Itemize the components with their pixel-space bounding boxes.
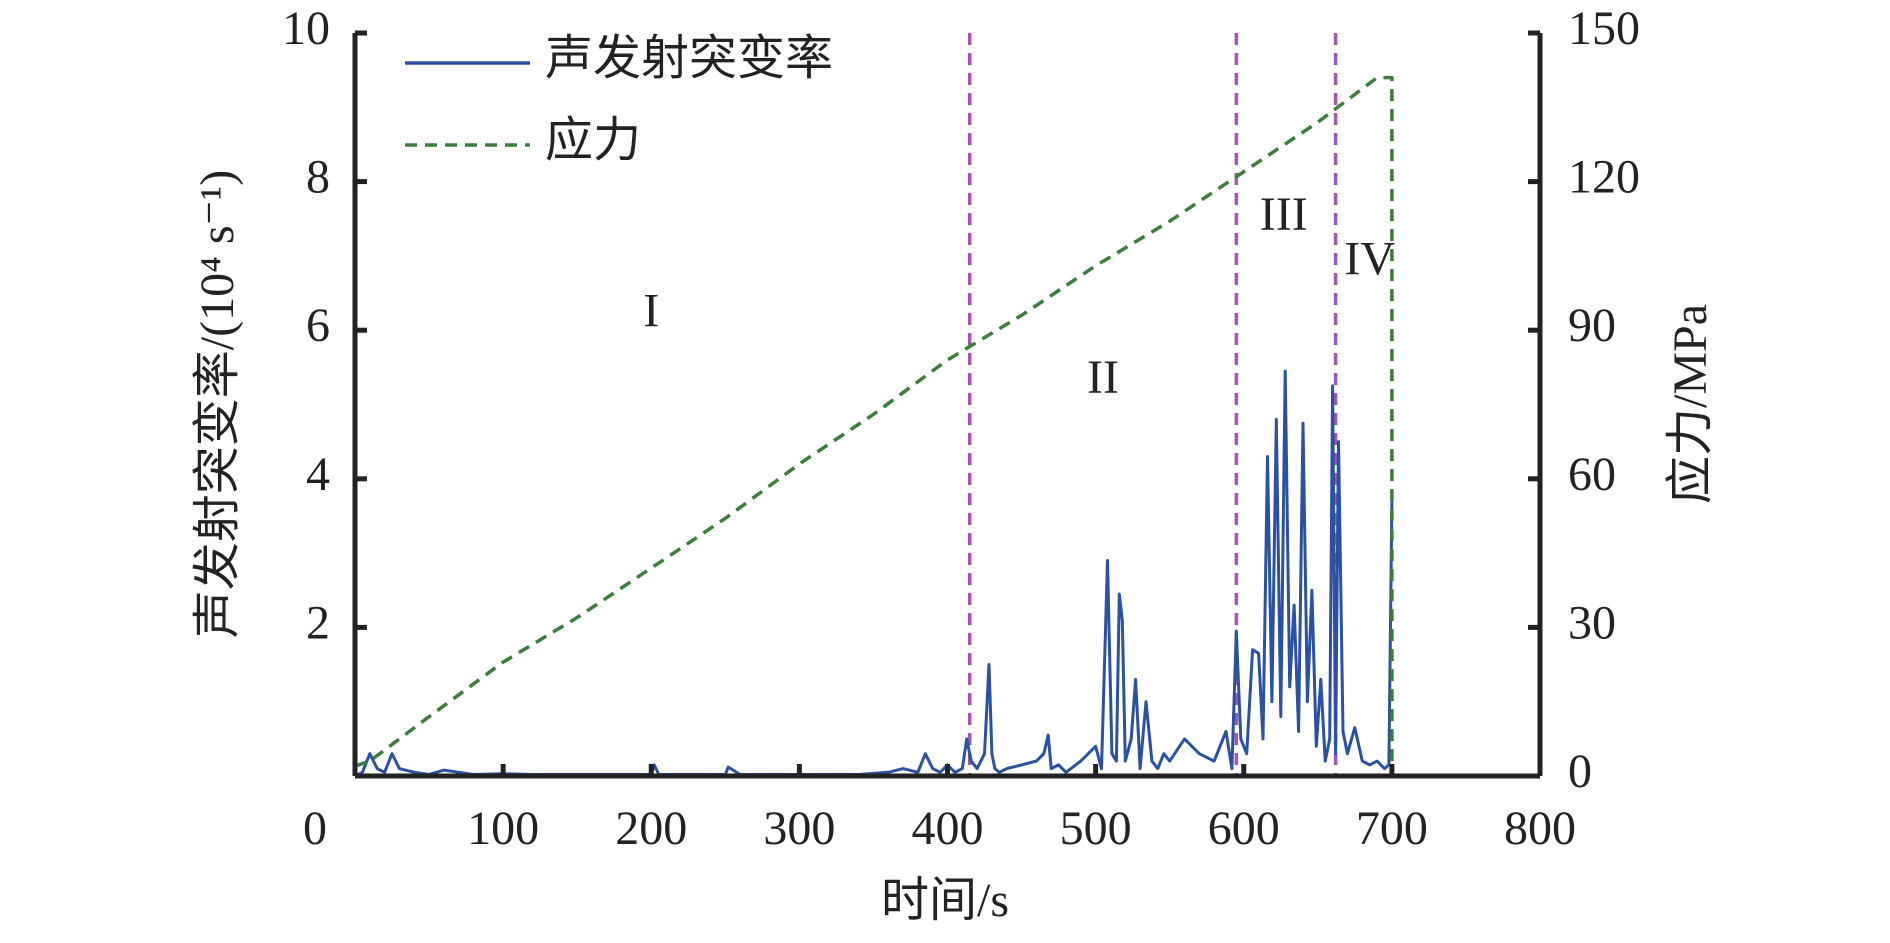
legend-label: 声发射突变率 xyxy=(545,32,833,85)
y2-axis-label: 应力/MPa xyxy=(1664,304,1717,504)
y-tick-label: 8 xyxy=(306,151,330,204)
y2-tick-label: 150 xyxy=(1568,2,1640,55)
series-line xyxy=(354,369,1394,778)
y-axis-label: 声发射突变率/(10⁴ s⁻¹) xyxy=(191,170,244,638)
plot-frame xyxy=(355,33,1540,776)
x-tick-label: 700 xyxy=(1356,802,1428,855)
stage-label: I xyxy=(643,284,659,337)
y2-tick-label: 60 xyxy=(1568,448,1616,501)
y2-tick-label: 30 xyxy=(1568,596,1616,649)
series-line xyxy=(354,75,1394,776)
x-tick-label: 300 xyxy=(763,802,835,855)
x-axis-label: 时间/s xyxy=(881,874,1009,927)
stage-label: III xyxy=(1260,188,1308,241)
x-tick-label: 0 xyxy=(303,802,327,855)
y2-tick-label: 0 xyxy=(1568,745,1592,798)
y-tick-label: 6 xyxy=(306,299,330,352)
x-tick-label: 400 xyxy=(912,802,984,855)
legend-label: 应力 xyxy=(545,114,641,167)
y2-tick-label: 120 xyxy=(1568,151,1640,204)
y-tick-label: 10 xyxy=(282,2,330,55)
x-tick-label: 200 xyxy=(615,802,687,855)
x-tick-label: 500 xyxy=(1060,802,1132,855)
x-tick-label: 600 xyxy=(1208,802,1280,855)
y2-tick-label: 90 xyxy=(1568,299,1616,352)
y-tick-label: 4 xyxy=(306,448,330,501)
stage-label: II xyxy=(1087,351,1119,404)
stage-label: IV xyxy=(1344,232,1395,285)
x-tick-label: 100 xyxy=(467,802,539,855)
y-tick-label: 2 xyxy=(306,596,330,649)
x-tick-label: 800 xyxy=(1504,802,1576,855)
